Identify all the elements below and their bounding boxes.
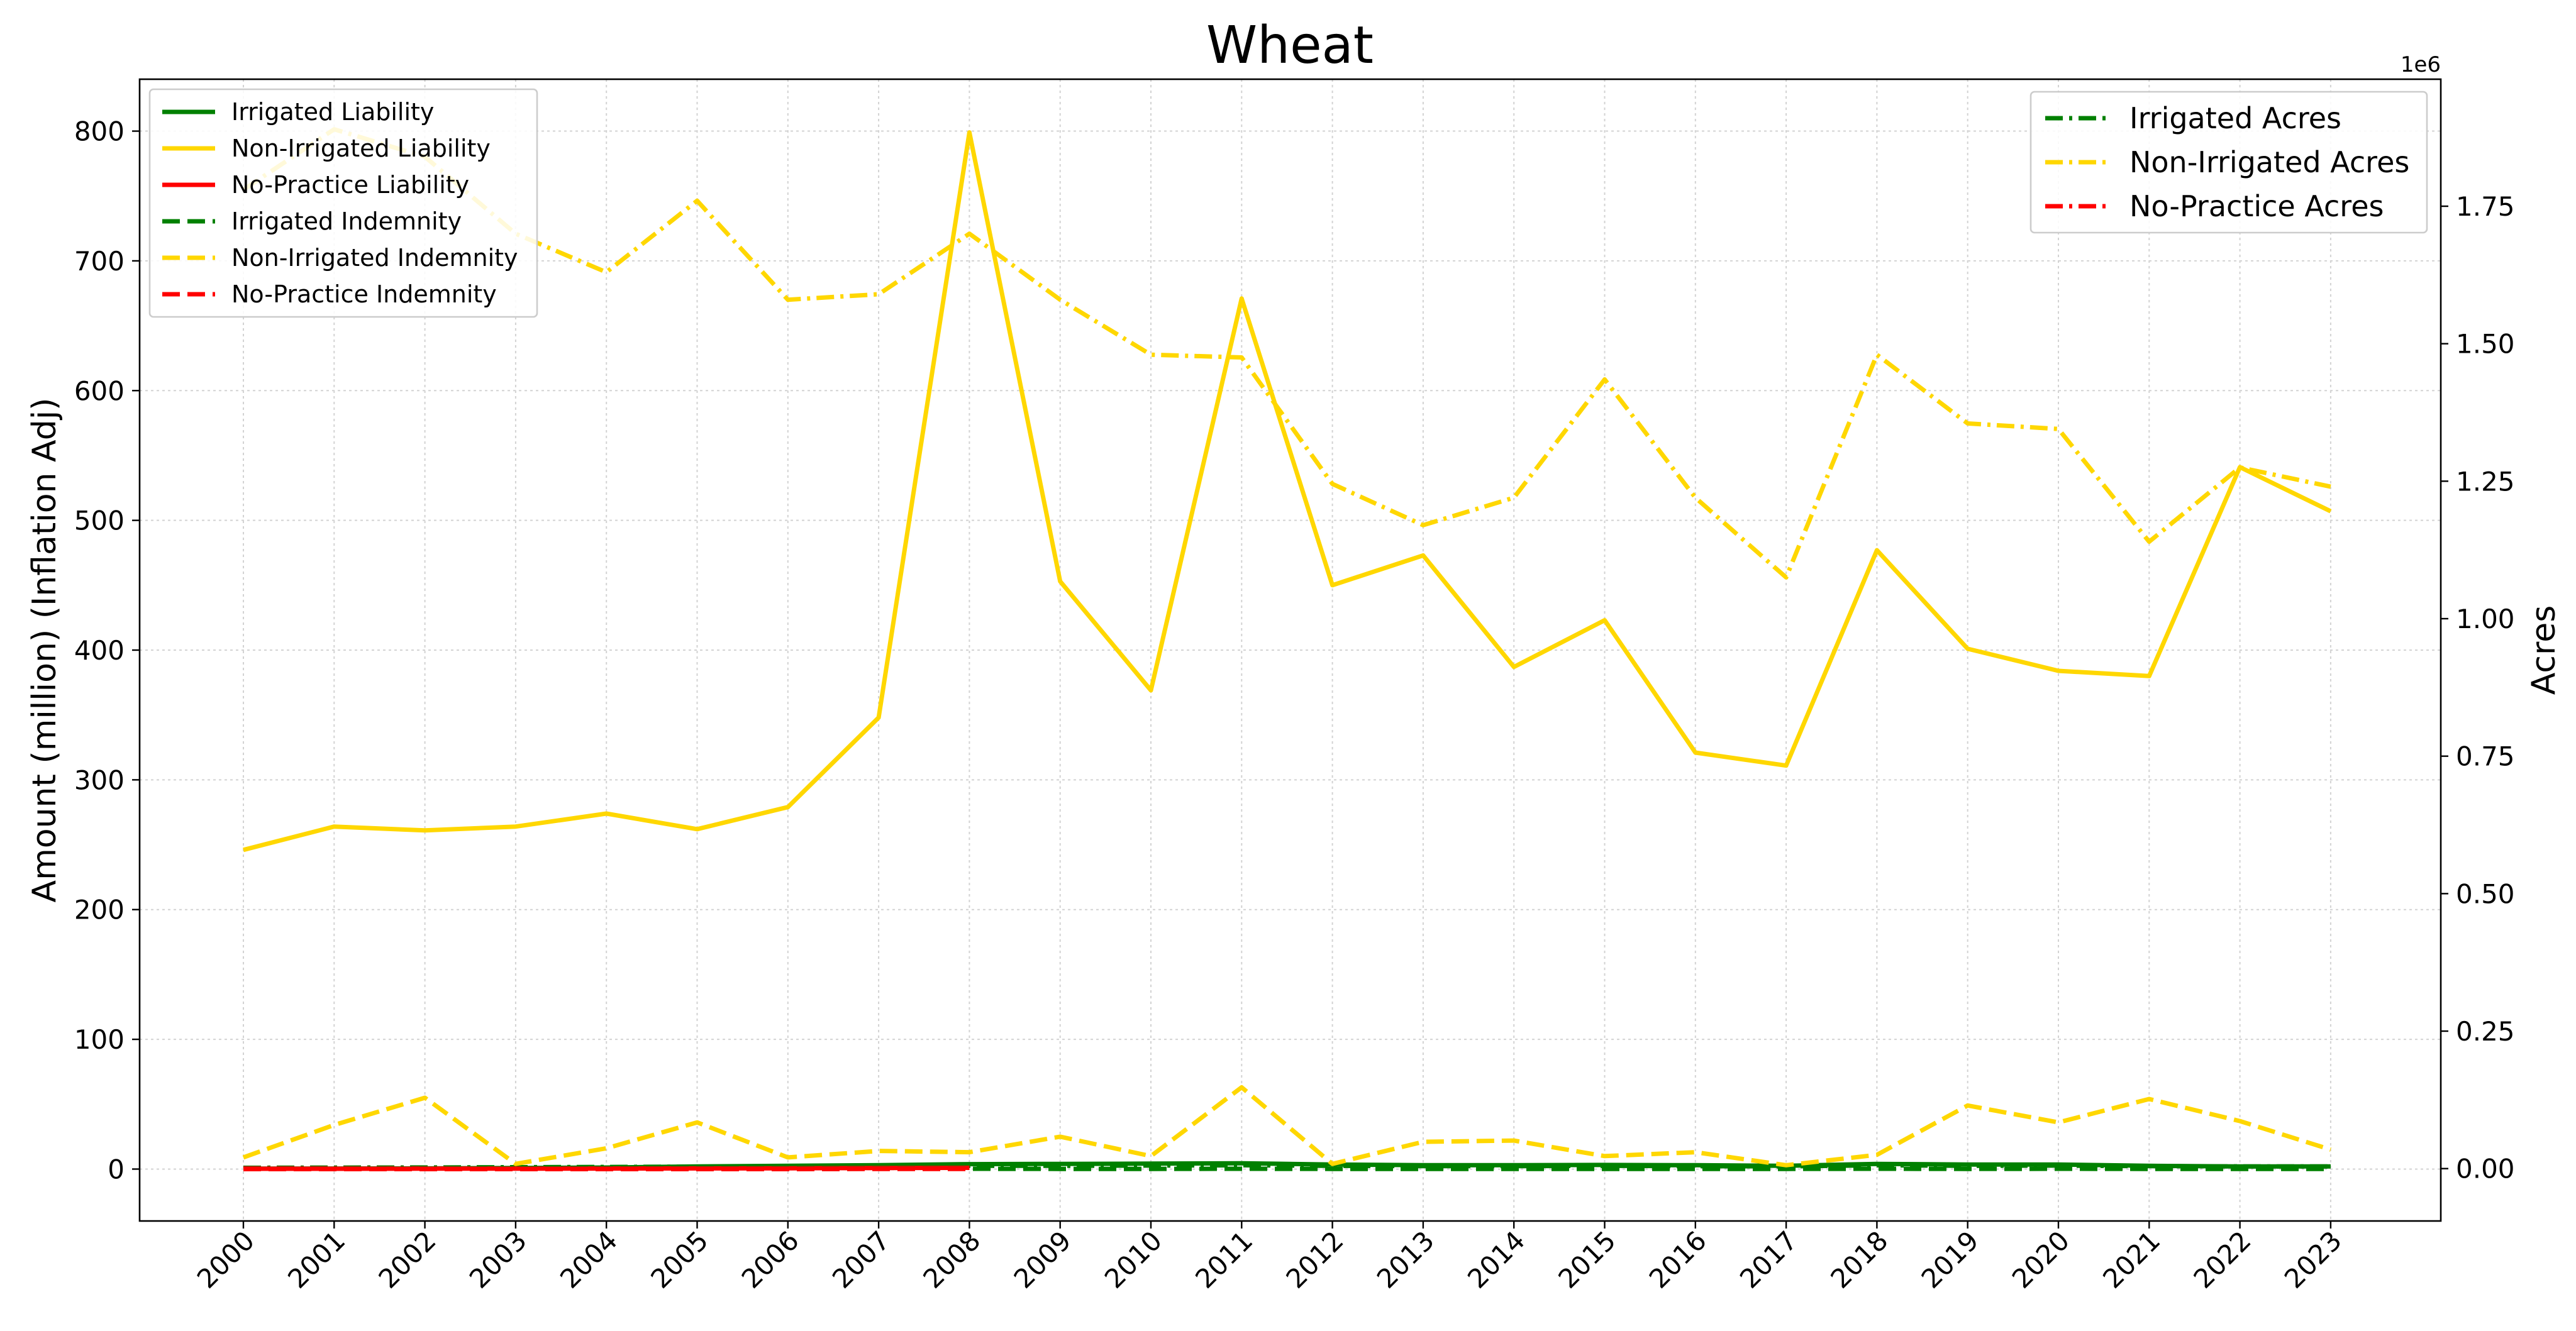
y-left-tick-label: 200 [74,895,125,925]
legend-label-irrigated-indemnity: Irrigated Indemnity [231,207,462,235]
y-right-tick-label: 0.25 [2456,1016,2515,1047]
legend-right: Irrigated Acres Non-Irrigated Acres No-Pra… [2029,91,2428,234]
y-left-tick-label: 600 [74,375,125,406]
legend-label-irrigated-liability: Irrigated Liability [231,98,434,126]
series-line-non-irrigated-acres [242,127,2331,580]
y-right-tick-label: 0.75 [2456,741,2515,772]
series-line-non-irrigated-indemnity [242,1085,2331,1168]
y-right-tick-label: 1.75 [2456,191,2515,222]
y-left-tick-label: 300 [74,765,125,795]
y-left-tick-label: 400 [74,635,125,666]
y-right-tick-label: 0.00 [2456,1154,2515,1185]
y-axis-label-right: Acres [2525,605,2563,695]
y-left-tick-label: 100 [74,1024,125,1055]
left-y-axis: 0 100 200 300 400 500 600 700 800 [74,116,140,1185]
legend-label-irrigated-acres: Irrigated Acres [2129,101,2341,135]
chart-title: Wheat [1206,16,1374,75]
legend-label-no-practice-acres: No-Practice Acres [2129,189,2384,223]
y-left-tick-label: 0 [108,1154,125,1185]
y-right-tick-label: 1.25 [2456,466,2515,497]
y-right-tick-label: 0.50 [2456,878,2515,909]
y-left-tick-label: 700 [74,246,125,277]
y-left-tick-label: 800 [74,116,125,147]
legend-label-non-irrigated-indemnity: Non-Irrigated Indemnity [231,244,518,272]
y-right-tick-label: 1.00 [2456,604,2515,634]
series-line-non-irrigated-liability [243,130,2332,853]
legend-left: Irrigated Liability Non-Irrigated Liabili… [148,88,538,318]
y-axis-label-left: Amount (million) (Inflation Adj) [26,398,64,903]
legend-label-non-irrigated-acres: Non-Irrigated Acres [2129,145,2409,179]
y-left-tick-label: 500 [74,505,125,536]
legend-label-no-practice-liability: No-Practice Liability [231,171,469,199]
legend-label-non-irrigated-liability: Non-Irrigated Liability [231,135,491,162]
amount-series-lines [242,130,2332,1171]
right-y-axis: 0.00 0.25 0.50 0.75 1.00 1.25 1.50 1.75 [2441,191,2515,1185]
legend-label-no-practice-indemnity: No-Practice Indemnity [231,280,497,308]
y-right-tick-label: 1.50 [2456,329,2515,360]
right-axis-offset-label: 1e6 [2401,52,2441,77]
